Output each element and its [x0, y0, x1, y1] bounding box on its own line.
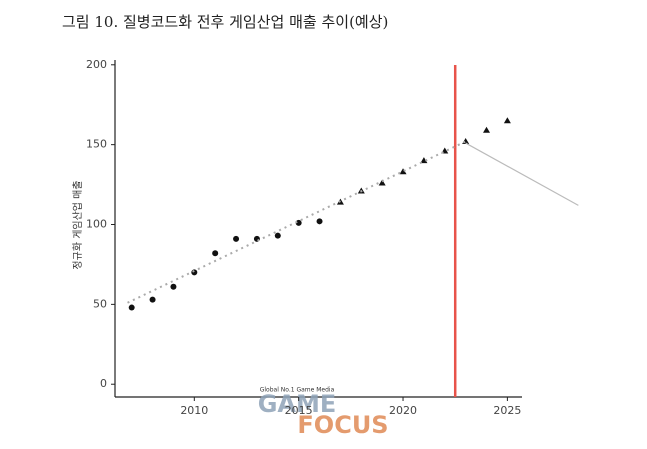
- point: [191, 269, 198, 276]
- point: [378, 179, 386, 186]
- x-tick-label: 2010: [180, 404, 208, 417]
- point: [212, 250, 219, 257]
- point: [128, 304, 135, 311]
- point: [420, 157, 428, 164]
- point: [483, 126, 491, 133]
- point: [149, 296, 156, 303]
- watermark-tagline: Global No.1 Game Media: [260, 387, 335, 394]
- chart-title: 그림 10. 질병코드화 전후 게임산업 매출 추이(예상): [62, 13, 388, 31]
- x-tick-label: 2025: [493, 404, 521, 417]
- y-tick-label: 100: [86, 218, 107, 231]
- point: [274, 232, 281, 239]
- watermark-word: FOCUS: [297, 411, 388, 439]
- x-tick-label: 2015: [285, 404, 313, 417]
- point: [233, 235, 240, 242]
- y-tick-label: 200: [86, 58, 107, 71]
- trend-line: [465, 142, 579, 206]
- point: [399, 168, 407, 175]
- x-tick-label: 2020: [389, 404, 417, 417]
- point: [316, 218, 323, 225]
- y-axis-label: 정규화 게임산업 매출: [71, 180, 84, 269]
- trend-line: [127, 140, 467, 304]
- watermark-word: GAME: [258, 390, 337, 418]
- point: [170, 283, 177, 290]
- point: [503, 117, 511, 124]
- y-tick-label: 50: [93, 297, 107, 310]
- y-tick-label: 0: [100, 377, 107, 390]
- y-tick-label: 150: [86, 138, 107, 151]
- point: [295, 219, 302, 226]
